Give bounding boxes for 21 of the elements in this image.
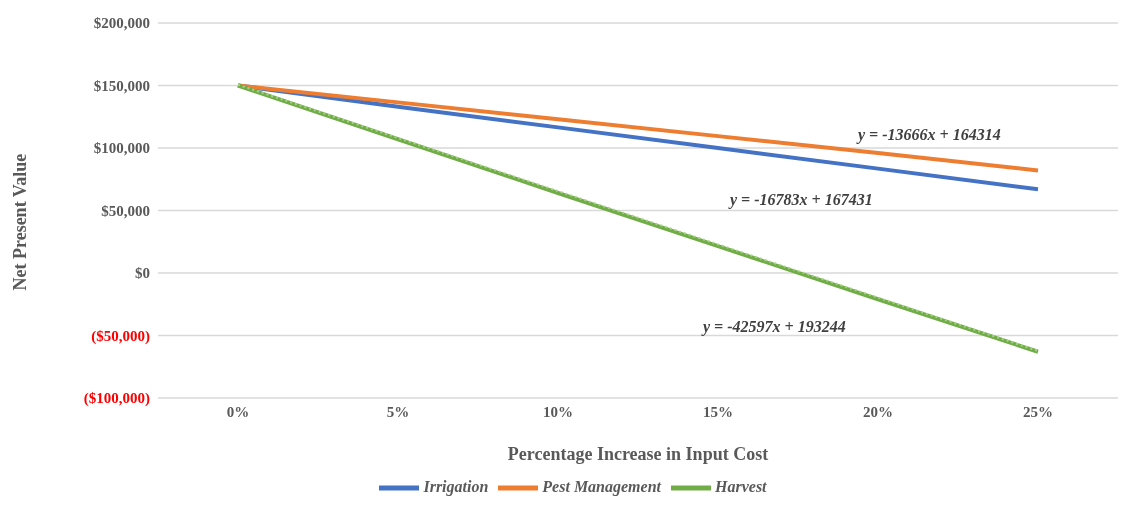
x-tick-label: 20% [863,403,893,420]
legend-label: Irrigation [423,477,489,495]
y-tick-label: ($50,000) [91,327,150,345]
x-tick-label: 0% [226,403,250,420]
y-axis-title: Net Present Value [10,153,31,291]
y-tick-label: $50,000 [101,202,150,219]
x-axis-title: Percentage Increase in Input Cost [507,444,769,464]
annotation: y = -42597x + 193244 [703,318,846,336]
x-tick-label: 5% [386,403,410,420]
legend-label: Pest Management [542,477,662,495]
y-tick-label: $0 [135,265,150,281]
annotation: y = -13666x + 164314 [858,126,1001,144]
y-tick-label: $150,000 [93,77,150,94]
annotation: y = -16783x + 167431 [730,191,873,209]
x-tick-label: 25% [1023,403,1053,420]
x-tick-label: 10% [543,403,573,420]
y-tick-label: ($100,000) [83,390,150,407]
y-tick-label: $100,000 [93,140,150,156]
legend-label: Harvest [715,477,767,495]
x-tick-label: 15% [703,403,733,420]
y-tick-label: $200,000 [93,15,150,31]
